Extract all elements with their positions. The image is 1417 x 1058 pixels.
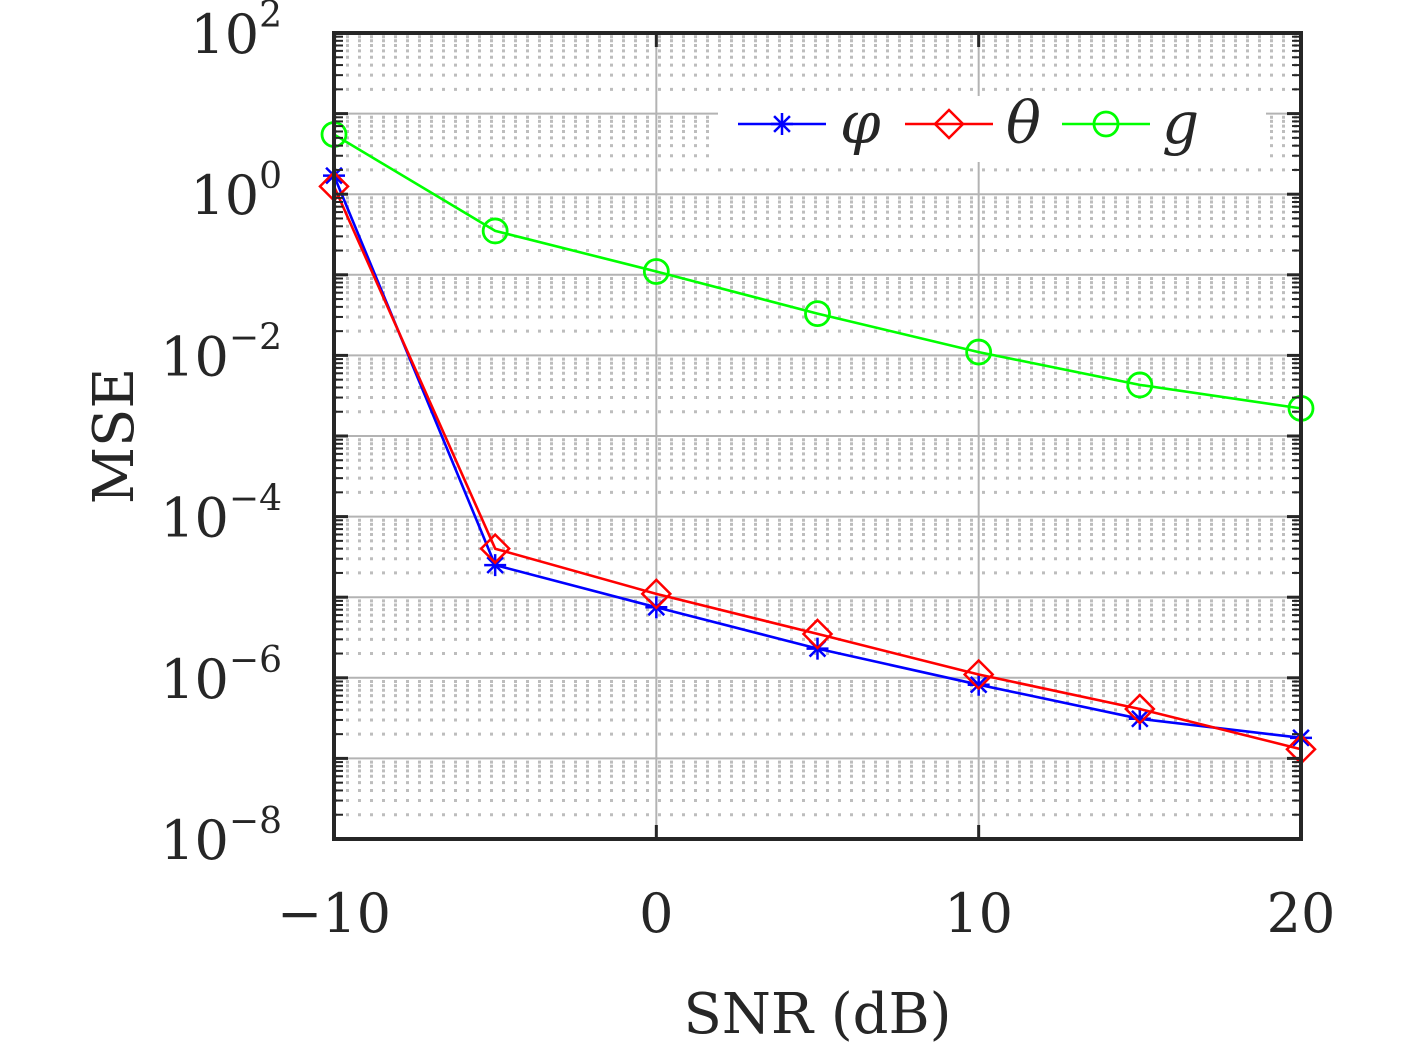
data-point	[965, 338, 993, 366]
data-point	[962, 658, 995, 691]
data-point	[1128, 707, 1151, 730]
data-point	[642, 258, 670, 285]
data-point	[640, 578, 673, 610]
data-point	[481, 217, 509, 245]
x-tick-label: 0	[639, 882, 673, 945]
legend-item: θ	[905, 89, 1041, 157]
series-line	[333, 133, 1302, 410]
data-point	[1124, 693, 1156, 725]
legend-label: g	[1162, 89, 1199, 157]
legend-marker	[933, 108, 965, 140]
data-point	[967, 673, 990, 696]
y-tick-label: 10−6	[160, 640, 282, 711]
y-tick-label: 102	[190, 0, 282, 66]
axis-ticks	[332, 31, 1303, 841]
data-point	[484, 554, 507, 577]
data-point	[801, 618, 834, 650]
series-line	[332, 185, 1302, 751]
y-tick-label: 10−4	[160, 479, 282, 550]
series-theta	[318, 170, 1317, 765]
x-tick-label: 10	[944, 882, 1013, 945]
x-axis-label: SNR (dB)	[683, 982, 951, 1047]
y-tick-label: 100	[190, 156, 282, 227]
data-point	[804, 300, 831, 328]
y-tick-label: 10−8	[160, 801, 282, 872]
legend-label: φ	[840, 89, 881, 157]
legend-marker	[771, 113, 793, 135]
y-axis-label: MSE	[82, 368, 147, 505]
y-tick-label: 10−2	[160, 317, 282, 388]
x-tick-labels: −10 0 10 20	[277, 882, 1335, 945]
x-tick-label: 20	[1267, 882, 1336, 945]
legend-item: φ	[738, 89, 881, 157]
legend-item: g	[1062, 89, 1199, 157]
legend-box	[718, 96, 1266, 162]
data-point	[479, 532, 511, 565]
legend-marker	[1092, 110, 1120, 138]
legend-label: θ	[1006, 89, 1041, 157]
data-point	[1126, 371, 1154, 399]
y-tick-labels: 102 100 10−2 10−4 10−6 10−8	[160, 0, 282, 872]
x-tick-label: −10	[277, 882, 391, 945]
